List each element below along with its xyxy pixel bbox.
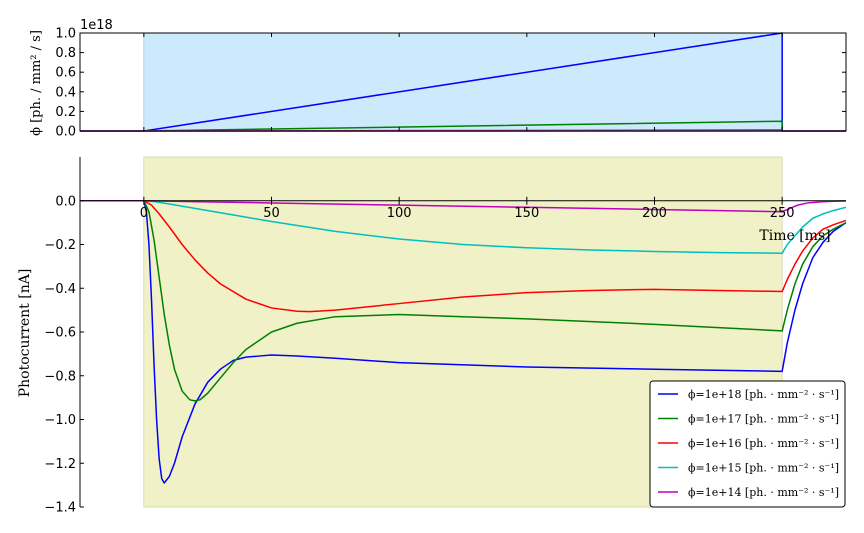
photocurrent-x-tick-label: 50 (263, 206, 280, 221)
photocurrent-series-4-line (80, 200, 847, 254)
light-axes-frame (79, 32, 847, 132)
light-y-tick-label: 0.4 (55, 85, 76, 100)
photocurrent-series-3-line (80, 200, 847, 313)
light-y-tick-label: 1.0 (55, 27, 76, 42)
light-y-tick-label: 0.0 (55, 125, 76, 140)
photocurrent-y-tick-label: −1.2 (44, 457, 76, 472)
photocurrent-y-tick-label: −0.4 (44, 282, 76, 297)
legend-items: ϕ=1e+18 [ph. · mm⁻² · s⁻¹] ϕ=1e+17 [ph. ·… (658, 388, 839, 499)
light-y-axis-label: ϕ [ph. / mm² / s] (29, 30, 44, 136)
light-y-tick-labels: 0.0 0.2 0.4 0.6 0.8 1.0 (55, 27, 76, 140)
photocurrent-x-axis-label: Time [ms] (759, 228, 830, 244)
legend-label-3: ϕ=1e+16 [ph. · mm⁻² · s⁻¹] (688, 437, 839, 450)
light-panel: 0.0 0.2 0.4 0.6 0.8 1.0 1e18 ϕ [ph. / mm² / s… (29, 18, 847, 140)
photocurrent-series-lines (80, 200, 847, 484)
photocurrent-series-5-line (80, 200, 847, 213)
photocurrent-series-1-line (80, 200, 847, 484)
photocurrent-panel: 0 50 100 150 200 250 0.0 −0.2 −0.4 −0.6 −0.8 −1.0 −… (17, 156, 847, 516)
photocurrent-y-tick-labels: 0.0 −0.2 −0.4 −0.6 −0.8 −1.0 −1.2 −1.4 (44, 194, 76, 515)
photocurrent-x-tick-label: 250 (770, 206, 795, 221)
photocurrent-y-axis-label: Photocurrent [nA] (17, 269, 33, 398)
legend-box (649, 380, 846, 508)
photocurrent-y-tick-label: −0.8 (44, 369, 76, 384)
legend-label-1: ϕ=1e+18 [ph. · mm⁻² · s⁻¹] (688, 388, 839, 401)
light-ticks (80, 32, 846, 132)
legend: ϕ=1e+18 [ph. · mm⁻² · s⁻¹] ϕ=1e+17 [ph. ·… (649, 380, 846, 508)
photocurrent-y-tick-label: −0.2 (44, 238, 76, 253)
light-y-scale-label: 1e18 (80, 18, 113, 33)
photocurrent-x-tick-label: 100 (387, 206, 412, 221)
photocurrent-series-2-line (80, 200, 847, 402)
legend-label-4: ϕ=1e+15 [ph. · mm⁻² · s⁻¹] (688, 462, 839, 475)
light-y-tick-label: 0.8 (55, 46, 76, 61)
light-y-tick-label: 0.6 (55, 66, 76, 81)
photocurrent-y-tick-label: −1.4 (44, 501, 76, 516)
photocurrent-y-tick-label: 0.0 (55, 194, 76, 209)
photocurrent-x-tick-label: 200 (642, 206, 667, 221)
legend-label-5: ϕ=1e+14 [ph. · mm⁻² · s⁻¹] (688, 486, 839, 499)
photocurrent-x-tick-labels: 0 50 100 150 200 250 (140, 206, 795, 221)
legend-label-2: ϕ=1e+17 [ph. · mm⁻² · s⁻¹] (688, 413, 839, 426)
photocurrent-y-tick-label: −0.6 (44, 326, 76, 341)
photocurrent-y-tick-label: −1.0 (44, 413, 76, 428)
photocurrent-x-tick-label: 150 (514, 206, 539, 221)
light-y-tick-label: 0.2 (55, 105, 76, 120)
photocurrent-ticks (80, 196, 783, 508)
photocurrent-x-tick-label: 0 (140, 206, 148, 221)
